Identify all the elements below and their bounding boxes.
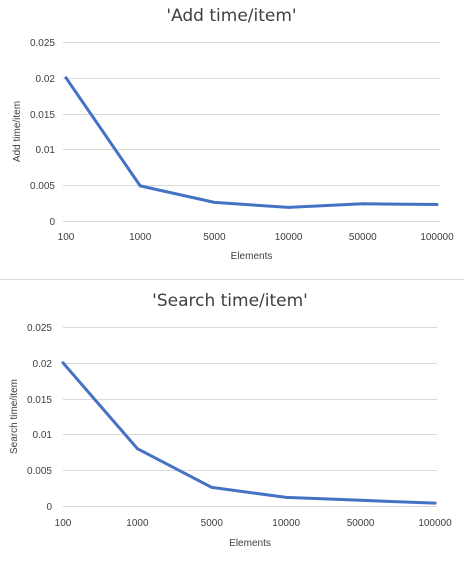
- y-tick-label: 0.02: [33, 359, 53, 370]
- x-tick-label: 1000: [126, 518, 149, 529]
- x-tick-label: 10000: [272, 518, 300, 529]
- x-tick-label: 100: [55, 518, 72, 529]
- y-axis-title: Add time/item: [12, 101, 23, 162]
- data-point: [433, 501, 437, 505]
- data-point: [361, 202, 365, 206]
- x-axis-title: Elements: [231, 251, 273, 262]
- x-tick-label: 5000: [203, 232, 226, 243]
- chart-title: 'Add time/item': [166, 6, 296, 26]
- data-point: [284, 496, 288, 499]
- y-tick-label: 0.01: [33, 430, 53, 441]
- y-tick-label: 0.005: [27, 466, 52, 477]
- x-tick-label: 100000: [420, 232, 454, 243]
- y-tick-label: 0.005: [30, 181, 55, 192]
- x-tick-label: 50000: [347, 518, 375, 529]
- data-point: [210, 485, 214, 489]
- y-tick-label: 0.025: [30, 38, 55, 49]
- data-point: [138, 184, 142, 188]
- x-axis-title: Elements: [229, 538, 271, 549]
- data-point: [213, 200, 216, 204]
- data-point: [287, 205, 290, 209]
- data-point: [435, 203, 439, 206]
- y-tick-label: 0.015: [27, 395, 52, 406]
- series-line: [64, 76, 439, 209]
- y-tick-label: 0: [46, 502, 52, 513]
- data-point: [136, 447, 139, 451]
- chart-title: 'Search time/item': [152, 291, 308, 311]
- y-tick-label: 0.01: [36, 145, 56, 156]
- data-point: [64, 76, 68, 80]
- data-point: [359, 498, 362, 502]
- data-point: [61, 361, 65, 365]
- y-tick-label: 0.02: [36, 74, 56, 85]
- x-tick-label: 100: [58, 232, 75, 243]
- x-tick-label: 1000: [129, 232, 152, 243]
- y-axis-title: Search time/item: [9, 379, 20, 454]
- y-tick-label: 0: [49, 217, 55, 228]
- x-tick-label: 5000: [201, 518, 224, 529]
- x-tick-label: 50000: [349, 232, 377, 243]
- y-tick-label: 0.015: [30, 110, 55, 121]
- series-line: [61, 361, 437, 505]
- y-tick-label: 0.025: [27, 323, 52, 334]
- x-tick-label: 10000: [275, 232, 303, 243]
- x-tick-label: 100000: [418, 518, 452, 529]
